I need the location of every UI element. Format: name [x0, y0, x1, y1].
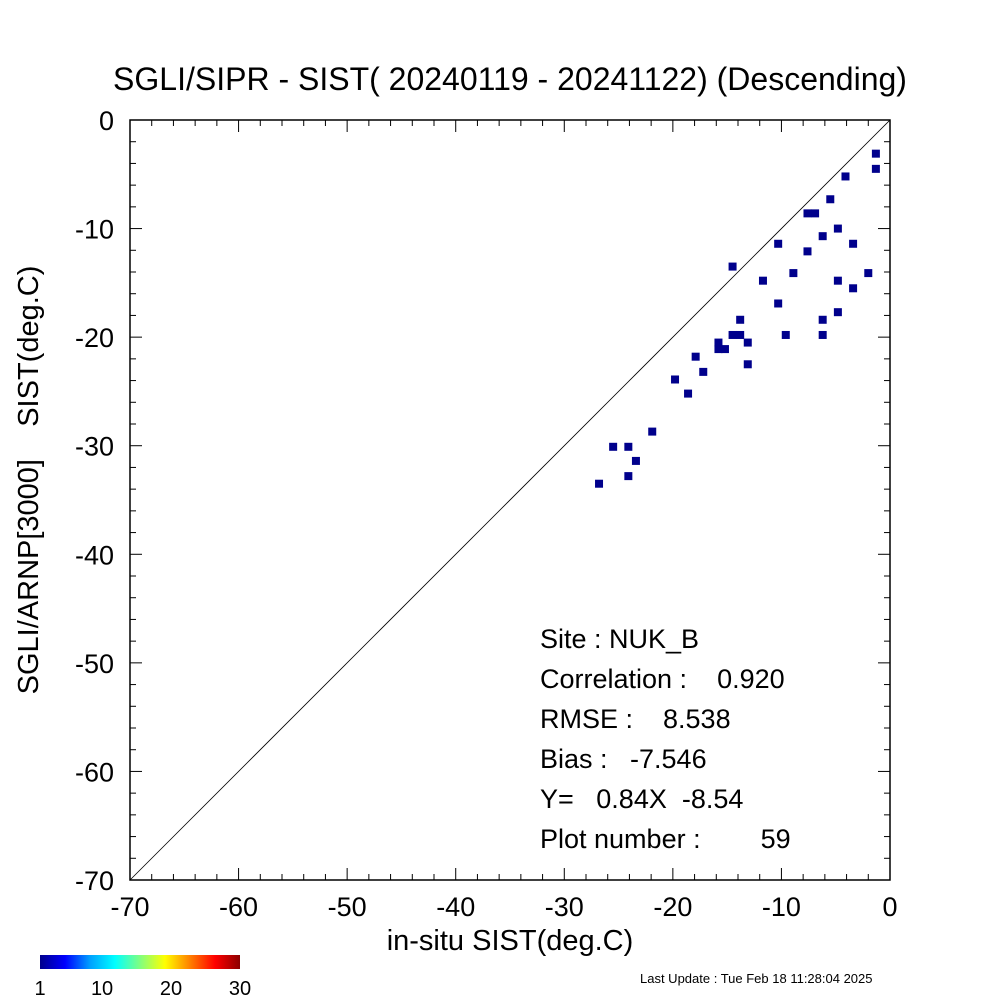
stat-regression: Y= 0.84X -8.54	[540, 784, 743, 814]
colorbar	[40, 955, 240, 969]
x-tick-label: 0	[882, 892, 897, 922]
data-point	[833, 224, 842, 233]
y-tick-labels: -70 -60 -50 -40 -30 -20 -10 0	[75, 106, 114, 896]
data-point	[595, 479, 604, 488]
stat-plot-number: Plot number : 59	[540, 824, 791, 854]
data-point	[818, 330, 827, 339]
stat-bias: Bias : -7.546	[540, 744, 707, 774]
identity-line	[129, 119, 891, 881]
data-point	[803, 247, 812, 256]
data-point	[818, 232, 827, 241]
y-tick-label: -70	[75, 866, 114, 896]
data-point	[849, 239, 858, 248]
data-point	[774, 239, 783, 248]
stat-correlation: Correlation : 0.920	[540, 664, 785, 694]
y-tick-label: 0	[99, 106, 114, 136]
data-point	[811, 209, 820, 218]
colorbar-tick-labels: 1 10 20 30	[34, 978, 251, 1000]
data-point	[803, 209, 812, 218]
data-point	[624, 442, 633, 451]
data-point	[849, 284, 858, 293]
data-point	[736, 315, 745, 324]
data-point	[818, 315, 827, 324]
data-point	[743, 360, 752, 369]
data-point	[758, 276, 767, 285]
data-point	[833, 276, 842, 285]
x-tick-label: -60	[219, 892, 258, 922]
data-point	[691, 352, 700, 361]
data-point	[871, 149, 880, 158]
data-point	[728, 262, 737, 271]
data-point	[684, 389, 693, 398]
plot-frame	[129, 119, 891, 881]
x-tick-label: -30	[545, 892, 584, 922]
data-point	[648, 427, 657, 436]
data-point	[671, 375, 680, 384]
y-tick-label: -60	[75, 757, 114, 787]
data-point	[871, 164, 880, 173]
data-point	[728, 330, 737, 339]
colorbar-label: 30	[229, 978, 251, 1000]
colorbar-label: 10	[91, 978, 113, 1000]
colorbar-label: 20	[160, 978, 182, 1000]
x-tick-label: -20	[653, 892, 692, 922]
x-tick-label: -70	[110, 892, 149, 922]
stat-rmse: RMSE : 8.538	[540, 704, 731, 734]
x-tick-label: -50	[328, 892, 367, 922]
data-point	[624, 472, 633, 481]
y-tick-label: -10	[75, 215, 114, 245]
y-tick-label: -40	[75, 540, 114, 570]
stats-panel: Site : NUK_B Correlation : 0.920 RMSE : …	[540, 624, 791, 854]
data-point	[833, 308, 842, 317]
data-point	[699, 367, 708, 376]
y-tick-label: -20	[75, 323, 114, 353]
data-point	[774, 299, 783, 308]
data-point	[743, 338, 752, 347]
data-point	[789, 269, 798, 278]
x-axis-title: in-situ SIST(deg.C)	[387, 925, 634, 957]
x-tick-labels: -70 -60 -50 -40 -30 -20 -10 0	[110, 892, 897, 922]
data-point	[841, 172, 850, 181]
data-point	[720, 345, 729, 354]
x-tick-label: -40	[436, 892, 475, 922]
data-point	[781, 330, 790, 339]
y-tick-label: -30	[75, 432, 114, 462]
y-tick-label: -50	[75, 649, 114, 679]
data-point	[714, 338, 723, 347]
data-point	[826, 195, 835, 204]
data-point	[864, 269, 873, 278]
data-point	[736, 330, 745, 339]
data-points	[595, 149, 880, 488]
x-tick-label: -10	[762, 892, 801, 922]
stat-site: Site : NUK_B	[540, 624, 699, 654]
data-point	[631, 456, 640, 465]
colorbar-label: 1	[34, 978, 45, 1000]
y-axis-title: SGLI/ARNP[3000] SIST(deg.C)	[13, 266, 45, 695]
data-point	[714, 345, 723, 354]
chart-title: SGLI/SIPR - SIST( 20240119 - 20241122) (…	[113, 61, 907, 97]
data-point	[609, 442, 618, 451]
last-update: Last Update : Tue Feb 18 11:28:04 2025	[640, 971, 873, 986]
